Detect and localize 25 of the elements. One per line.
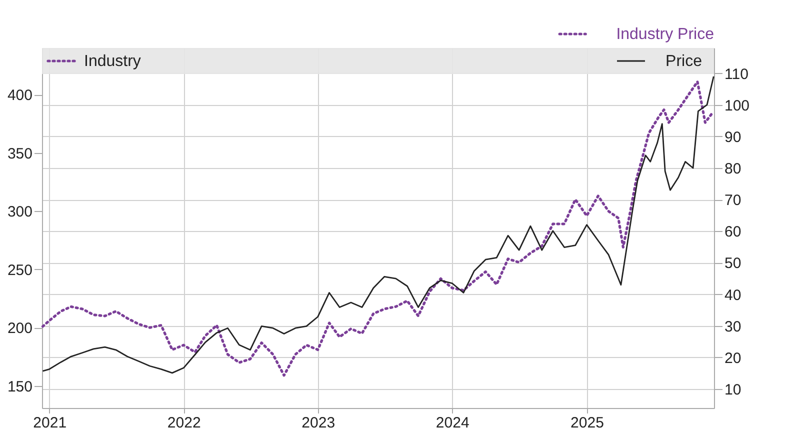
- y2-tick-label: 10: [724, 382, 742, 399]
- y-tick-label: 300: [7, 204, 32, 221]
- y2-tick-label: 80: [724, 160, 742, 178]
- y2-tick-label: 70: [724, 192, 742, 210]
- x-tick-label: 2024: [436, 414, 470, 430]
- y-tick-label: 200: [7, 320, 32, 338]
- x-tick-label: 2023: [302, 414, 336, 430]
- legend-label: Industry: [84, 53, 141, 70]
- x-tick-label: 2021: [33, 414, 67, 430]
- x-tick-label: 2025: [570, 414, 604, 430]
- y-tick-label: 350: [7, 145, 32, 162]
- y2-tick-label: 20: [724, 350, 742, 367]
- y2-tick-label: 60: [724, 224, 742, 241]
- y-tick-label: 150: [7, 378, 32, 396]
- y2-tick-label: 110: [724, 66, 748, 83]
- y-tick-label: 250: [7, 262, 32, 279]
- x-tick-label: 2022: [167, 414, 201, 430]
- chart-title: Industry Price: [616, 26, 714, 43]
- y-tick-label: 400: [7, 87, 32, 104]
- y2-tick-label: 30: [724, 318, 742, 336]
- y2-tick-label: 40: [724, 286, 742, 304]
- y2-tick-label: 100: [724, 97, 750, 114]
- y2-tick-label: 50: [724, 255, 742, 272]
- y2-tick-label: 90: [724, 128, 742, 146]
- legend-label: Price: [666, 53, 702, 70]
